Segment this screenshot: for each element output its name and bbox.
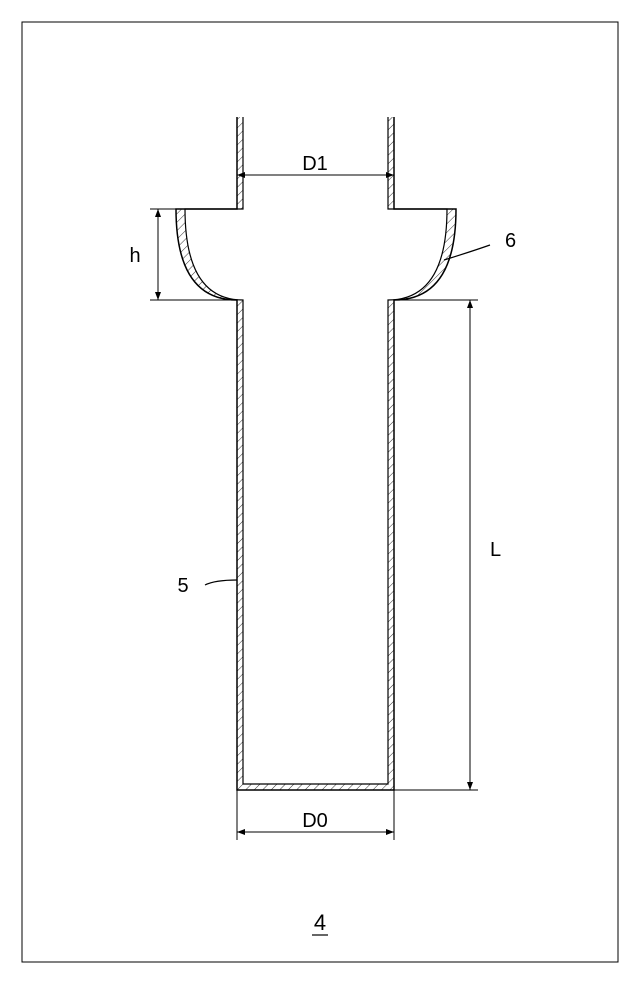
- wall-left-lower: [237, 300, 243, 784]
- outline-outer: [176, 117, 456, 790]
- h-label: h: [129, 245, 140, 267]
- figure-number: 4: [314, 910, 326, 935]
- L-label: L: [490, 539, 501, 561]
- wall-right-flare: [388, 209, 456, 300]
- ref5-label: 5: [177, 575, 188, 597]
- diagram-page: D1 h L D0 5 6 4: [0, 0, 640, 1006]
- d0-label: D0: [302, 810, 328, 832]
- wall-right-lower: [388, 300, 394, 784]
- ref5-leader: [205, 580, 237, 585]
- wall-left-flare: [176, 209, 243, 300]
- diagram-svg: D1 h L D0 5 6 4: [0, 0, 640, 1006]
- ref6-label: 6: [505, 230, 516, 252]
- outline-inner: [185, 117, 447, 784]
- wall-bottom: [237, 784, 394, 790]
- d1-label: D1: [302, 153, 328, 175]
- wall-right-upper: [388, 117, 394, 209]
- wall-left-upper: [237, 117, 243, 209]
